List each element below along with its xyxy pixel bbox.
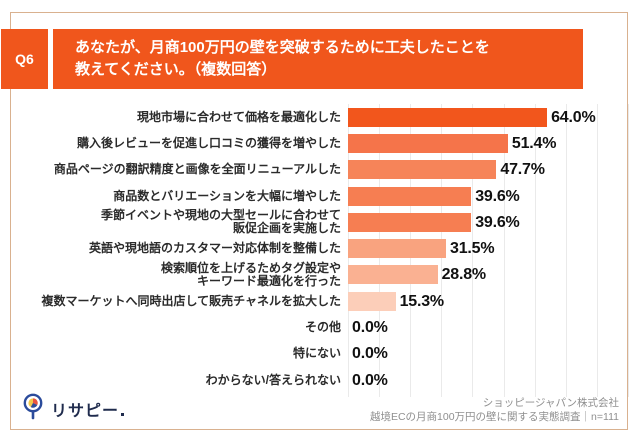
- category-label: 特にない: [292, 346, 341, 361]
- value-label: 0.0%: [352, 371, 388, 389]
- plot-area: 47.7%: [348, 160, 628, 180]
- category-label: 商品数とバリエーションを大幅に増やした: [113, 188, 341, 203]
- survey-card: Q6 あなたが、月商100万円の壁を突破するために工夫したことを 教えてください…: [1, 12, 629, 430]
- category-label: 購入後レビューを促進し口コミの獲得を増やした: [76, 135, 341, 150]
- gridline: [596, 104, 598, 397]
- chart-row: 購入後レビューを促進し口コミの獲得を増やした 51.4%: [11, 130, 628, 156]
- category-label: 複数マーケットへ同時出店して販売チャネルを拡大した: [41, 293, 341, 308]
- category-label: 英語や現地語のカスタマー対応体制を整備した: [88, 241, 341, 256]
- source-note: ショッピージャパン株式会社 越境ECの月商100万円の壁に関する実態調査｜n=1…: [370, 397, 619, 424]
- source-survey: 越境ECの月商100万円の壁に関する実態調査｜n=111: [369, 410, 619, 423]
- category-label: その他: [304, 320, 341, 335]
- question-title: あなたが、月商100万円の壁を突破するために工夫したことを 教えてください。（複…: [53, 29, 583, 89]
- gridline: [472, 104, 474, 397]
- plot-area: 31.5%: [348, 239, 628, 259]
- magnifier-pie-icon: [21, 392, 45, 426]
- chart-row: 英語や現地語のカスタマー対応体制を整備した 31.5%: [11, 235, 628, 261]
- plot-area: 64.0%: [348, 107, 628, 127]
- bar: [348, 160, 497, 180]
- plot-area: 0.0%: [348, 318, 628, 337]
- plot-area: 28.8%: [348, 265, 628, 285]
- chart-row: 商品数とバリエーションを大幅に増やした 39.6%: [11, 183, 628, 209]
- chart-row: その他 0.0%: [11, 314, 628, 340]
- value-label: 0.0%: [352, 319, 388, 337]
- bar: [348, 133, 508, 153]
- value-label: 39.6%: [475, 213, 520, 231]
- chart-row: 特にない 0.0%: [11, 341, 628, 367]
- bar: [348, 212, 472, 232]
- bar: [348, 291, 396, 311]
- category-label: 商品ページの翻訳精度と画像を全面リニューアルした: [53, 162, 341, 177]
- value-label: 0.0%: [352, 345, 388, 363]
- chart-row: 現地市場に合わせて価格を最適化した 64.0%: [11, 104, 628, 130]
- question-badge-label: Q6: [15, 51, 34, 67]
- chart-row: わからない/答えられない 0.0%: [11, 367, 628, 393]
- value-label: 51.4%: [511, 134, 557, 152]
- bar: [348, 265, 438, 285]
- gridline: [534, 104, 536, 397]
- value-label: 28.8%: [441, 266, 487, 284]
- plot-area: 39.6%: [348, 186, 628, 206]
- question-title-line2: 教えてください。（複数回答）: [75, 61, 277, 78]
- category-label: 現地市場に合わせて価格を最適化した: [136, 109, 341, 124]
- value-label: 15.3%: [399, 292, 445, 310]
- category-label: 季節イベントや現地の大型セールに合わせて 販促企画を実施した: [100, 208, 341, 236]
- value-label: 47.7%: [500, 161, 545, 179]
- chart-row: 複数マーケットへ同時出店して販売チャネルを拡大した 15.3%: [11, 288, 628, 314]
- logo: リサピー: [21, 392, 125, 426]
- plot-area: 0.0%: [348, 344, 628, 363]
- logo-text: リサピー: [51, 403, 120, 420]
- chart-row: 季節イベントや現地の大型セールに合わせて 販促企画を実施した 39.6%: [11, 209, 628, 235]
- chart-row: 検索順位を上げるためタグ設定や キーワード最適化を行った 28.8%: [11, 260, 628, 288]
- gridline: [565, 104, 567, 397]
- plot-area: 51.4%: [348, 133, 628, 153]
- plot-area: 15.3%: [348, 291, 628, 311]
- question-title-line1: あなたが、月商100万円の壁を突破するために工夫したことを: [75, 39, 490, 56]
- chart-row: 商品ページの翻訳精度と画像を全面リニューアルした 47.7%: [11, 157, 628, 183]
- plot-area: 0.0%: [348, 371, 628, 390]
- category-label: 検索順位を上げるためタグ設定や キーワード最適化を行った: [160, 260, 341, 288]
- value-label: 31.5%: [450, 240, 495, 258]
- value-label: 64.0%: [551, 108, 596, 126]
- bar: [348, 107, 548, 127]
- bar: [348, 186, 472, 206]
- logo-dot: [121, 412, 125, 416]
- plot-area: 39.6%: [348, 212, 628, 232]
- category-label: わからない/答えられない: [205, 372, 341, 387]
- gridline: [503, 104, 505, 397]
- bar-chart: 現地市場に合わせて価格を最適化した 64.0% 購入後レビューを促進し口コミの獲得を…: [11, 104, 628, 393]
- gridline: [628, 104, 629, 397]
- value-label: 39.6%: [475, 187, 520, 205]
- question-badge: Q6: [1, 29, 48, 89]
- bar: [348, 239, 446, 259]
- source-company: ショッピージャパン株式会社: [482, 397, 619, 409]
